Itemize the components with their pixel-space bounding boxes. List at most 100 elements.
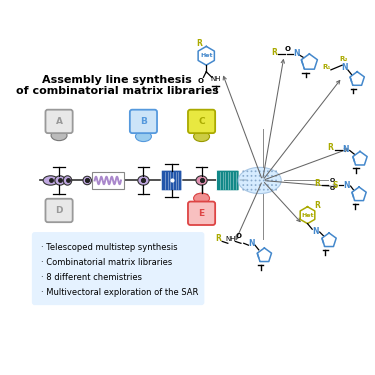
FancyBboxPatch shape bbox=[188, 110, 215, 133]
Text: R: R bbox=[327, 143, 333, 152]
Text: R: R bbox=[196, 39, 202, 48]
Text: A: A bbox=[56, 117, 63, 126]
Circle shape bbox=[242, 184, 244, 186]
Text: R: R bbox=[314, 179, 320, 188]
Text: D: D bbox=[56, 206, 63, 215]
FancyBboxPatch shape bbox=[130, 110, 157, 133]
Text: · Telescoped multistep synthesis: · Telescoped multistep synthesis bbox=[41, 243, 178, 252]
Text: B: B bbox=[140, 117, 147, 126]
Text: R₁: R₁ bbox=[322, 64, 330, 70]
Circle shape bbox=[246, 184, 248, 186]
Text: O: O bbox=[236, 233, 242, 239]
FancyBboxPatch shape bbox=[45, 110, 73, 133]
Circle shape bbox=[271, 170, 273, 172]
Text: NH: NH bbox=[210, 76, 221, 82]
Circle shape bbox=[267, 175, 269, 177]
Text: · Multivectoral exploration of the SAR: · Multivectoral exploration of the SAR bbox=[41, 288, 199, 297]
Text: R₂: R₂ bbox=[339, 56, 347, 62]
Circle shape bbox=[255, 180, 257, 182]
Text: N: N bbox=[293, 50, 300, 58]
Circle shape bbox=[259, 180, 261, 182]
Text: R: R bbox=[271, 48, 277, 57]
Circle shape bbox=[271, 189, 273, 190]
Text: N: N bbox=[344, 181, 350, 190]
Circle shape bbox=[246, 189, 248, 190]
Ellipse shape bbox=[194, 193, 210, 203]
Circle shape bbox=[271, 175, 273, 177]
Ellipse shape bbox=[135, 131, 152, 142]
Bar bbox=[92, 172, 124, 189]
Circle shape bbox=[267, 170, 269, 172]
Circle shape bbox=[275, 180, 277, 182]
Ellipse shape bbox=[55, 176, 65, 185]
Circle shape bbox=[271, 184, 273, 186]
Circle shape bbox=[255, 189, 257, 190]
Ellipse shape bbox=[238, 167, 281, 194]
Ellipse shape bbox=[63, 176, 72, 185]
Text: C: C bbox=[198, 117, 205, 126]
Text: of combinatorial matrix libraries: of combinatorial matrix libraries bbox=[16, 86, 219, 96]
Text: R: R bbox=[314, 201, 320, 210]
Circle shape bbox=[275, 170, 277, 172]
Text: S: S bbox=[333, 181, 338, 190]
Circle shape bbox=[255, 175, 257, 177]
Circle shape bbox=[275, 175, 277, 177]
Circle shape bbox=[275, 184, 277, 186]
Text: · Combinatorial matrix libraries: · Combinatorial matrix libraries bbox=[41, 258, 172, 267]
Circle shape bbox=[255, 170, 257, 172]
Circle shape bbox=[246, 180, 248, 182]
Ellipse shape bbox=[51, 130, 67, 141]
Text: NH: NH bbox=[225, 236, 236, 242]
Text: O: O bbox=[198, 78, 204, 84]
Ellipse shape bbox=[196, 176, 207, 185]
Circle shape bbox=[242, 170, 244, 172]
Text: · 8 different chemistries: · 8 different chemistries bbox=[41, 273, 142, 282]
Text: O: O bbox=[329, 186, 334, 191]
Text: R: R bbox=[216, 234, 221, 243]
Circle shape bbox=[251, 175, 252, 177]
Circle shape bbox=[263, 180, 265, 182]
Circle shape bbox=[263, 170, 265, 172]
Circle shape bbox=[263, 175, 265, 177]
FancyBboxPatch shape bbox=[32, 232, 204, 305]
Circle shape bbox=[251, 184, 252, 186]
Circle shape bbox=[242, 180, 244, 182]
Circle shape bbox=[251, 180, 252, 182]
Circle shape bbox=[271, 180, 273, 182]
Circle shape bbox=[263, 189, 265, 190]
Circle shape bbox=[255, 184, 257, 186]
Circle shape bbox=[275, 189, 277, 190]
Circle shape bbox=[267, 180, 269, 182]
Circle shape bbox=[263, 184, 265, 186]
Circle shape bbox=[242, 189, 244, 190]
Ellipse shape bbox=[194, 131, 210, 142]
Circle shape bbox=[242, 175, 244, 177]
Text: O: O bbox=[285, 46, 291, 52]
Text: O: O bbox=[329, 178, 334, 183]
FancyBboxPatch shape bbox=[188, 202, 215, 225]
Ellipse shape bbox=[83, 176, 92, 185]
Circle shape bbox=[267, 189, 269, 190]
Text: N: N bbox=[248, 239, 255, 248]
Circle shape bbox=[246, 170, 248, 172]
Text: Het: Het bbox=[200, 53, 213, 58]
Ellipse shape bbox=[138, 176, 149, 185]
Text: N: N bbox=[313, 226, 319, 236]
Ellipse shape bbox=[43, 176, 58, 185]
FancyBboxPatch shape bbox=[217, 170, 239, 191]
Circle shape bbox=[251, 170, 252, 172]
Circle shape bbox=[259, 184, 261, 186]
Text: N: N bbox=[342, 63, 348, 72]
Circle shape bbox=[267, 184, 269, 186]
Circle shape bbox=[259, 170, 261, 172]
Circle shape bbox=[259, 175, 261, 177]
Circle shape bbox=[259, 189, 261, 190]
Text: Assembly line synthesis: Assembly line synthesis bbox=[42, 75, 192, 85]
FancyBboxPatch shape bbox=[45, 199, 73, 222]
Circle shape bbox=[251, 189, 252, 190]
Circle shape bbox=[246, 175, 248, 177]
Text: N: N bbox=[343, 145, 349, 154]
Text: E: E bbox=[198, 209, 205, 218]
Text: Het: Het bbox=[301, 213, 314, 217]
FancyBboxPatch shape bbox=[161, 170, 182, 191]
